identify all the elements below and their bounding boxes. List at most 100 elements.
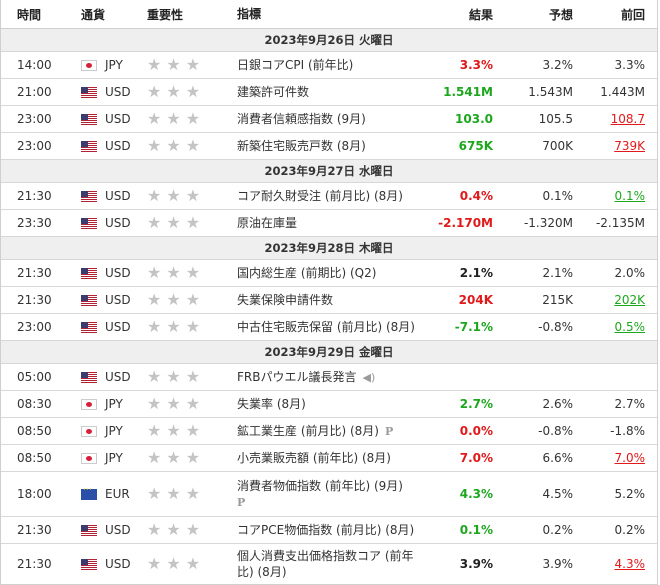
table-row[interactable]: 21:30 USD ★ ★ ★ コアPCE物価指数 (前月比) (8月) 0.1% … [1, 517, 657, 544]
table-row[interactable]: 23:00 USD ★ ★ ★ 中古住宅販売保留 (前月比) (8月) -7.1% … [1, 314, 657, 341]
event-previous[interactable]: 0.1% [614, 189, 646, 203]
header-actual: 結果 [468, 7, 493, 22]
star-icon: ★ [147, 484, 162, 503]
table-row[interactable]: 23:00 USD ★ ★ ★ 消費者信頼感指数 (9月) 103.0 105.5 … [1, 106, 657, 133]
event-indicator[interactable]: コア耐久財受注 (前月比) (8月) [237, 188, 417, 204]
table-row[interactable]: 08:30 JPY ★ ★ ★ 失業率 (8月) 2.7% 2.6% 2.7% [1, 391, 657, 418]
event-indicator[interactable]: 消費者信頼感指数 (9月) [237, 111, 417, 127]
header-currency: 通貨 [81, 7, 106, 22]
event-indicator[interactable]: 失業率 (8月) [237, 396, 417, 412]
event-previous[interactable]: 4.3% [614, 557, 646, 571]
event-indicator[interactable]: 日銀コアCPI (前年比) [237, 57, 417, 73]
date-label: 2023年9月27日 水曜日 [264, 164, 394, 178]
indicator-name[interactable]: 国内総生産 (前期比) (Q2) [237, 266, 377, 280]
event-indicator[interactable]: 国内総生産 (前期比) (Q2) [237, 265, 417, 281]
importance-stars: ★ ★ ★ [145, 215, 237, 231]
table-row[interactable]: 21:30 USD ★ ★ ★ 国内総生産 (前期比) (Q2) 2.1% 2.1%… [1, 260, 657, 287]
table-row[interactable]: 21:30 USD ★ ★ ★ コア耐久財受注 (前月比) (8月) 0.4% 0.… [1, 183, 657, 210]
indicator-name[interactable]: 失業率 (8月) [237, 397, 306, 411]
table-row[interactable]: 08:50 JPY ★ ★ ★ 小売業販売額 (前年比) (8月) 7.0% 6.6… [1, 445, 657, 472]
event-indicator[interactable]: 消費者物価指数 (前年比) (9月) P [237, 478, 417, 511]
date-label: 2023年9月26日 火曜日 [264, 33, 394, 47]
star-icon: ★ [166, 448, 181, 467]
indicator-name[interactable]: 鉱工業生産 (前月比) (8月) [237, 423, 379, 438]
event-previous: 3.3% [614, 58, 646, 72]
event-currency: JPY [81, 451, 145, 465]
event-indicator[interactable]: 鉱工業生産 (前月比) (8月) P [237, 423, 417, 440]
event-actual: -7.1% [454, 320, 493, 334]
indicator-name[interactable]: FRBパウエル議長発言 [237, 369, 357, 384]
indicator-name[interactable]: 失業保険申請件数 [237, 293, 334, 307]
event-currency: USD [81, 139, 145, 153]
event-indicator[interactable]: コアPCE物価指数 (前月比) (8月) [237, 522, 417, 538]
event-forecast: 6.6% [542, 451, 574, 465]
indicator-name[interactable]: コアPCE物価指数 (前月比) (8月) [237, 523, 415, 537]
event-actual: 675K [458, 139, 493, 153]
event-indicator[interactable]: 新築住宅販売戸数 (8月) [237, 138, 417, 154]
indicator-name[interactable]: 原油在庫量 [237, 216, 298, 230]
indicator-name[interactable]: 小売業販売額 (前年比) (8月) [237, 451, 391, 465]
us-flag-icon [81, 371, 97, 383]
table-row[interactable]: 21:00 USD ★ ★ ★ 建築許可件数 1.541M 1.543M 1.443… [1, 79, 657, 106]
us-flag-icon [81, 86, 97, 98]
event-previous: -1.8% [610, 424, 645, 438]
event-indicator[interactable]: 個人消費支出価格指数コア (前年比) (8月) [237, 548, 417, 580]
indicator-name[interactable]: 個人消費支出価格指数コア (前年比) (8月) [237, 549, 414, 579]
star-icon: ★ [185, 554, 201, 573]
importance-stars: ★ ★ ★ [145, 556, 237, 572]
star-icon: ★ [166, 317, 181, 336]
date-row: 2023年9月28日 木曜日 [1, 237, 657, 260]
event-previous: -2.135M [595, 216, 645, 230]
eu-flag-icon [81, 485, 97, 500]
star-icon: ★ [185, 290, 201, 309]
header-forecast: 予想 [548, 7, 573, 22]
star-icon: ★ [147, 290, 162, 309]
table-row[interactable]: 08:50 JPY ★ ★ ★ 鉱工業生産 (前月比) (8月) P 0.0% -0.… [1, 418, 657, 445]
star-icon: ★ [185, 213, 201, 232]
table-row[interactable]: 23:30 USD ★ ★ ★ 原油在庫量 -2.170M -1.320M -2.1… [1, 210, 657, 237]
table-row[interactable]: 21:30 USD ★ ★ ★ 失業保険申請件数 204K 215K 202K [1, 287, 657, 314]
event-currency: USD [81, 85, 145, 99]
event-currency: USD [81, 216, 145, 230]
us-flag-icon [81, 294, 97, 306]
event-actual: -2.170M [438, 216, 493, 230]
indicator-name[interactable]: 新築住宅販売戸数 (8月) [237, 139, 366, 153]
date-label: 2023年9月28日 木曜日 [264, 241, 394, 255]
star-icon: ★ [166, 394, 181, 413]
event-previous[interactable]: 7.0% [614, 451, 646, 465]
indicator-name[interactable]: 建築許可件数 [237, 85, 310, 99]
event-previous[interactable]: 739K [614, 139, 645, 153]
table-row[interactable]: 14:00 JPY ★ ★ ★ 日銀コアCPI (前年比) 3.3% 3.2% 3.… [1, 52, 657, 79]
table-row[interactable]: 18:00 EUR ★★★ 消費者物価指数 (前年比) (9月)P 4.3% 4… [1, 472, 657, 517]
indicator-name[interactable]: 消費者信頼感指数 (9月) [237, 112, 366, 126]
event-indicator[interactable]: 失業保険申請件数 [237, 292, 417, 308]
event-actual: 103.0 [455, 112, 493, 126]
event-indicator[interactable]: 小売業販売額 (前年比) (8月) [237, 450, 417, 466]
star-icon: ★ [185, 448, 201, 467]
event-previous[interactable]: 202K [614, 293, 645, 307]
event-currency: EUR [81, 485, 145, 501]
event-indicator[interactable]: 中古住宅販売保留 (前月比) (8月) [237, 319, 417, 335]
importance-stars: ★ ★ ★ [145, 396, 237, 412]
event-indicator[interactable]: 建築許可件数 [237, 84, 417, 100]
event-forecast: 3.2% [542, 58, 574, 72]
table-row[interactable]: 05:00 USD ★ ★ ★ FRBパウエル議長発言 ◀) [1, 364, 657, 391]
indicator-name[interactable]: 中古住宅販売保留 (前月比) (8月) [237, 320, 415, 334]
indicator-name[interactable]: コア耐久財受注 (前月比) (8月) [237, 189, 403, 203]
header-importance: 重要性 [147, 7, 184, 22]
event-currency: USD [81, 112, 145, 126]
us-flag-icon [81, 190, 97, 202]
star-icon: ★ [185, 317, 201, 336]
event-forecast: 700K [542, 139, 573, 153]
currency-code: USD [105, 139, 131, 153]
star-icon: ★ [147, 213, 162, 232]
indicator-name[interactable]: 日銀コアCPI (前年比) [237, 58, 354, 72]
table-row[interactable]: 23:00 USD ★ ★ ★ 新築住宅販売戸数 (8月) 675K 700K 73… [1, 133, 657, 160]
event-indicator[interactable]: 原油在庫量 [237, 215, 417, 231]
event-indicator[interactable]: FRBパウエル議長発言 ◀) [237, 369, 417, 386]
indicator-name[interactable]: 消費者物価指数 (前年比) (9月) [237, 478, 403, 493]
event-previous[interactable]: 108.7 [610, 112, 645, 126]
table-row[interactable]: 21:30 USD ★ ★ ★ 個人消費支出価格指数コア (前年比) (8月) 3.… [1, 544, 657, 584]
event-previous[interactable]: 0.5% [614, 320, 646, 334]
